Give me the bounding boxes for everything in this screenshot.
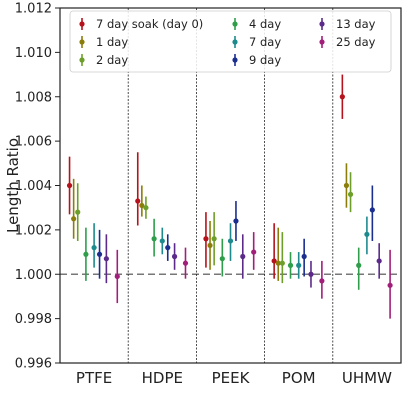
- legend-marker: [79, 21, 85, 27]
- legend-marker: [232, 39, 238, 45]
- data-point: [376, 258, 382, 264]
- series-group: [71, 163, 350, 281]
- y-tick-label: 0.996: [15, 357, 52, 372]
- data-point: [308, 271, 314, 277]
- y-tick-label: 1.006: [15, 135, 52, 150]
- data-point: [275, 260, 281, 266]
- data-point: [347, 191, 354, 197]
- series-group: [96, 185, 375, 279]
- legend-marker: [232, 21, 238, 27]
- data-point: [251, 249, 257, 255]
- data-point: [279, 260, 285, 266]
- data-point: [143, 205, 149, 211]
- data-point: [227, 238, 234, 244]
- data-point: [114, 273, 120, 280]
- data-point: [319, 278, 325, 284]
- legend-label: 9 day: [249, 53, 281, 67]
- data-point: [159, 238, 165, 244]
- data-point: [356, 262, 362, 268]
- legend: 7 day soak (day 0) 1 day 2 day 4 day 7 day 9 …: [69, 10, 392, 73]
- legend-label: 13 day: [336, 17, 376, 31]
- category-separator-layer: [127, 8, 334, 363]
- y-tick-label: 0.998: [15, 312, 52, 327]
- legend-marker: [319, 39, 325, 45]
- data-point: [203, 236, 209, 242]
- y-tick-label: 1.010: [15, 46, 52, 61]
- y-axis-label: Length Ratio: [4, 138, 22, 233]
- data-point: [301, 253, 307, 260]
- data-point: [103, 256, 109, 262]
- data-layer: [66, 74, 393, 319]
- series-group: [66, 74, 345, 279]
- data-point: [211, 236, 217, 242]
- data-point: [75, 209, 81, 215]
- y-tick-label: 1.008: [15, 90, 52, 105]
- legend-label: 2 day: [96, 53, 128, 67]
- legend-item: 25 day: [319, 35, 376, 49]
- data-point: [219, 256, 225, 262]
- legend-marker: [79, 57, 85, 63]
- category-label: POM: [282, 369, 316, 387]
- legend-box: [69, 10, 392, 73]
- legend-label: 7 day: [249, 35, 281, 49]
- category-label: HDPE: [142, 369, 183, 387]
- legend-label: 4 day: [249, 17, 281, 31]
- legend-item: 1 day: [79, 35, 128, 49]
- data-point: [240, 253, 246, 260]
- data-point: [139, 202, 145, 209]
- data-point: [271, 258, 277, 264]
- legend-label: 25 day: [336, 35, 376, 49]
- data-point: [151, 236, 157, 242]
- legend-label: 1 day: [96, 35, 128, 49]
- data-point: [83, 251, 89, 257]
- data-point: [287, 262, 294, 268]
- data-point: [135, 198, 141, 204]
- data-point: [171, 253, 178, 260]
- y-axis-ticks: 0.996 0.998 1.000 1.002 1.004 1.006 1.008 1.010…: [15, 2, 60, 372]
- data-point: [165, 245, 171, 251]
- series-group: [91, 216, 370, 279]
- series-group: [114, 232, 393, 319]
- y-tick-label: 1.012: [15, 2, 52, 17]
- legend-label: 7 day soak (day 0): [96, 17, 203, 31]
- series-group: [83, 218, 362, 290]
- category-label: PEEK: [212, 369, 251, 387]
- data-point: [66, 182, 73, 189]
- legend-item: 2 day: [79, 53, 128, 67]
- category-label: UHMW: [342, 369, 392, 387]
- x-axis-categories: PTFE HDPE PEEK POM UHMW: [76, 369, 392, 387]
- legend-item: 7 day: [232, 35, 281, 49]
- legend-marker: [319, 21, 325, 27]
- legend-item: 9 day: [232, 53, 281, 67]
- category-label: PTFE: [76, 369, 112, 387]
- legend-item: 7 day soak (day 0): [79, 17, 203, 31]
- data-point: [182, 260, 189, 266]
- data-point: [71, 216, 77, 222]
- data-point: [207, 242, 213, 249]
- legend-marker: [79, 39, 85, 45]
- y-tick-label: 1.000: [15, 268, 52, 283]
- data-point: [364, 231, 370, 237]
- data-point: [387, 282, 393, 288]
- data-point: [96, 251, 103, 257]
- series-group: [103, 234, 382, 288]
- data-point: [343, 182, 350, 189]
- legend-item: 13 day: [319, 17, 376, 31]
- y-tick-label: 1.002: [15, 223, 52, 238]
- series-group: [75, 172, 354, 284]
- legend-item: 4 day: [232, 17, 281, 31]
- legend-marker: [232, 57, 238, 63]
- y-tick-label: 1.004: [15, 179, 52, 194]
- data-point: [91, 245, 97, 251]
- data-point: [296, 262, 302, 268]
- data-point: [339, 94, 345, 100]
- data-point: [233, 218, 239, 224]
- data-point: [369, 207, 375, 213]
